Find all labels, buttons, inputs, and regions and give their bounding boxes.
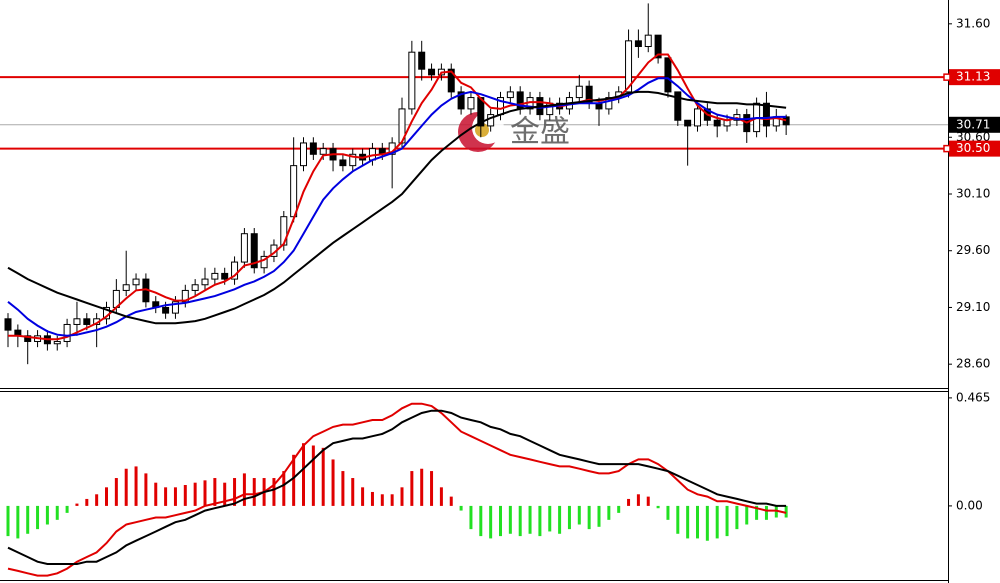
candle-body [339,159,347,167]
candle-body [467,97,475,110]
candle-body [654,34,662,59]
candle-body [684,119,692,127]
candle-body [260,255,268,269]
candle-body [191,284,199,291]
candle-body [457,91,465,110]
candle-body [575,85,583,99]
line [7,402,787,577]
price-label: 30.71 [956,117,990,131]
candle-body [4,318,12,331]
candle-body [122,284,130,291]
price-label: 31.13 [956,70,990,84]
candle-body [201,278,209,286]
y-tick-label: 31.60 [956,16,990,30]
candle-body [181,289,189,303]
watermark: 金盛 [458,112,570,152]
price-marker [943,144,951,153]
candle-body [349,153,357,167]
candle-body [162,306,170,314]
y-tick-label: 28.60 [956,357,990,371]
candle-body [221,272,229,280]
candle-body [694,108,701,127]
line [7,90,787,325]
candle-body [300,142,307,167]
price-label: 30.50 [956,141,990,155]
line [8,53,787,341]
candle-body [418,51,426,70]
line [7,409,787,565]
candle-body [171,301,179,314]
candle-body [63,323,71,342]
watermark-logo [475,123,489,137]
watermark-text: 金盛 [510,115,570,150]
candle-body [408,51,416,110]
price-label-box [949,140,1000,157]
candle-body [605,97,613,110]
price-label-box [949,116,1000,133]
candle-body [506,91,514,99]
candle-body [428,68,436,76]
candle-body [762,102,770,127]
candle-body [231,261,239,280]
candle-body [211,272,219,280]
candle-body [319,148,327,155]
candle-body [132,278,140,286]
price-marker [943,73,951,81]
price-label-box [949,69,1000,86]
candle-body [713,119,721,127]
candle-body [24,335,32,342]
candle-body [53,340,61,345]
y-tick-label: 0.465 [956,390,990,404]
y-tick-label: 29.10 [956,300,990,314]
line [7,77,787,337]
candle-body [674,91,682,121]
candle-body [240,233,248,263]
candle-body [634,40,642,48]
candle-body [664,57,672,93]
y-tick-label: 30.10 [956,187,990,201]
candle-body [782,116,790,126]
candle-body [625,40,633,93]
candle-body [73,318,81,325]
y-tick-label: 30.60 [956,130,990,144]
candle-body [309,142,317,155]
candle-body [250,233,258,269]
candle-body [644,34,652,48]
y-tick-label: 29.60 [956,243,990,257]
candle-body [447,68,455,93]
candle-body [83,318,91,325]
y-tick-label: 0.00 [956,498,983,512]
candle-body [290,165,298,218]
